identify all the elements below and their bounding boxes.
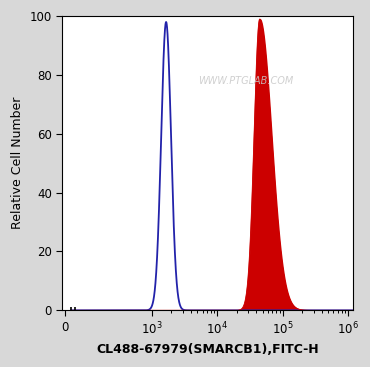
Y-axis label: Relative Cell Number: Relative Cell Number [11,97,24,229]
X-axis label: CL488-67979(SMARCB1),FITC-H: CL488-67979(SMARCB1),FITC-H [97,343,319,356]
Text: WWW.PTGLAB.COM: WWW.PTGLAB.COM [198,76,293,86]
